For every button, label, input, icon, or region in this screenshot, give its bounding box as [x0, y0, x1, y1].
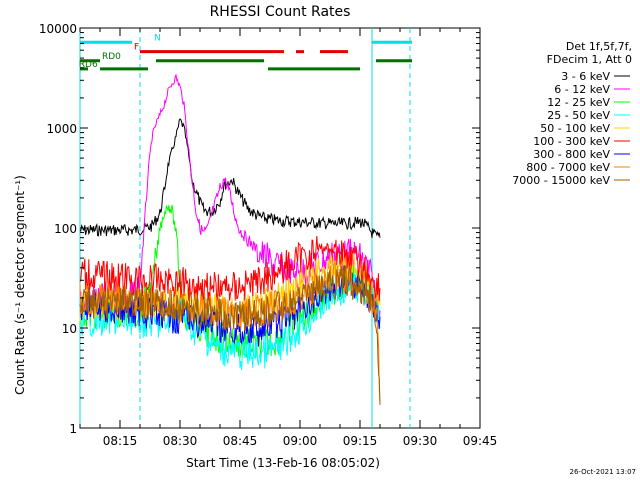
x-tick-label-4: 09:15 — [343, 434, 378, 448]
legend-label-8: 7000 - 15000 keV — [512, 174, 610, 187]
y-tick-label-1: 10 — [62, 322, 77, 336]
legend-label-3: 25 - 50 keV — [547, 109, 610, 122]
y-axis-label: Count Rate (s⁻¹ detector segment⁻¹) — [13, 175, 27, 395]
legend-label-0: 3 - 6 keV — [561, 70, 610, 83]
x-tick-label-0: 08:15 — [103, 434, 138, 448]
legend-header-0: Det 1f,5f,7f, — [566, 40, 632, 53]
legend-label-6: 300 - 800 keV — [533, 148, 610, 161]
y-tick-label-3: 1000 — [46, 122, 77, 136]
series-line-8 — [79, 264, 381, 406]
legend-label-7: 800 - 7000 keV — [526, 161, 610, 174]
state-bar-label-0: N — [154, 33, 161, 43]
legend-label-5: 100 - 300 keV — [533, 135, 610, 148]
y-tick-label-0: 1 — [69, 422, 77, 436]
series-line-0 — [79, 118, 381, 238]
x-tick-label-6: 09:45 — [463, 434, 498, 448]
state-bar-label-2: RD0 — [102, 52, 121, 62]
y-tick-label-2: 100 — [54, 222, 77, 236]
legend-label-4: 50 - 100 keV — [540, 122, 610, 135]
instrument-interval-lines — [79, 28, 411, 428]
y-axis: 1 10 100 1000 10000 — [39, 22, 480, 436]
x-tick-label-5: 09:30 — [403, 434, 438, 448]
x-tick-label-3: 09:00 — [283, 434, 318, 448]
legend-label-1: 6 - 12 keV — [554, 83, 610, 96]
x-tick-label-1: 08:30 — [163, 434, 198, 448]
x-tick-label-2: 08:45 — [223, 434, 258, 448]
series-line-3 — [79, 271, 381, 371]
instrument-state-bars: N F RD0 RD6 — [79, 33, 412, 71]
state-bar-label-1: F — [134, 43, 139, 53]
legend-label-2: 12 - 25 keV — [547, 96, 610, 109]
chart-title: RHESSI Count Rates — [210, 4, 351, 20]
series-line-5 — [79, 235, 381, 304]
legend-header-1: FDecim 1, Att 0 — [547, 53, 632, 66]
timestamp: 26-Oct-2021 13:07 — [570, 468, 636, 476]
state-bar-label-3: RD6 — [79, 60, 98, 70]
x-axis-label: Start Time (13-Feb-16 08:05:02) — [186, 456, 380, 470]
x-axis: 08:15 08:30 08:45 09:00 09:15 09:30 09:45 — [79, 28, 498, 448]
y-tick-label-4: 10000 — [39, 22, 77, 36]
count-rate-series — [79, 73, 381, 406]
